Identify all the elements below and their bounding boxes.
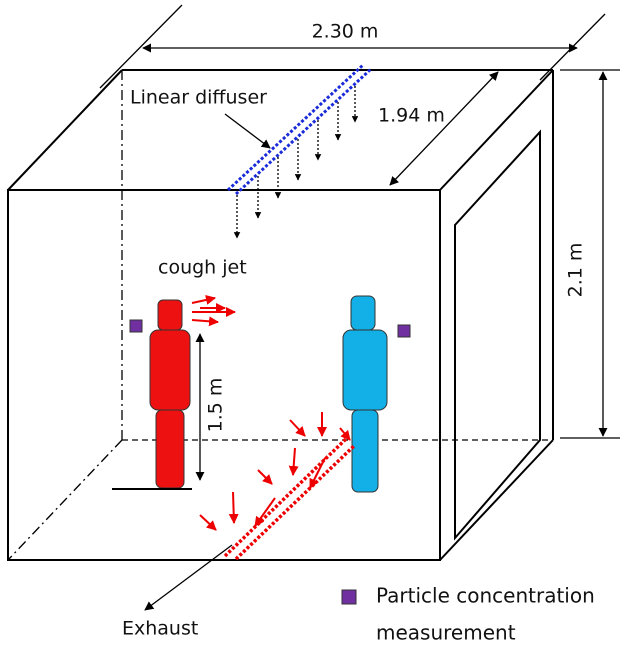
height-label: 2.1 m xyxy=(565,243,587,298)
cough-jet xyxy=(191,295,236,327)
exhaust-label: Exhaust xyxy=(122,618,198,640)
legend-text: Particle concentration xyxy=(376,584,595,608)
depth-label: 1.94 m xyxy=(378,105,445,127)
susceptible-person xyxy=(342,295,388,493)
legend-swatch xyxy=(341,589,357,605)
diffuser xyxy=(224,63,373,239)
sensor xyxy=(129,319,143,333)
diffuser-label: Linear diffuser xyxy=(130,87,267,109)
infected-person xyxy=(149,299,191,489)
width-label: 2.30 m xyxy=(312,21,379,43)
exhaust xyxy=(144,412,357,611)
legend-text: measurement xyxy=(376,621,516,645)
room xyxy=(7,69,554,561)
mouth-height-label: 1.5 m xyxy=(205,378,227,433)
cough-label: cough jet xyxy=(158,257,247,279)
sensor xyxy=(397,324,411,338)
dimensions xyxy=(99,4,620,481)
